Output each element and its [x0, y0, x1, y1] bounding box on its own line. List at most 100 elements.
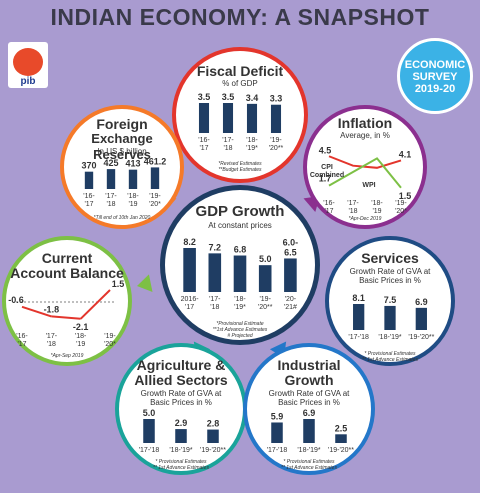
- services-note-1: * Provisional Estimates: [364, 351, 416, 357]
- inflation-panel: Inflation Average, in % 4.5 4.1 1.7 1.5 CPI C…: [303, 105, 427, 229]
- agriculture-chart: 5.0 '17-'18 2.9 '18-'19* 2.8 '19-'20**: [139, 408, 227, 454]
- forex-tick-0-line-0: '16-: [83, 193, 95, 200]
- current-segment-1: [51, 315, 81, 320]
- inflation-s0-value-0: 4.5: [319, 145, 332, 155]
- fiscal-value-1: 3.5: [222, 92, 235, 102]
- agriculture-bar-0: [143, 419, 155, 443]
- inflation-tick-0-line-1: '17: [324, 208, 333, 215]
- industrial-tick-1: '18-'19*: [297, 447, 321, 454]
- services-subtitle-2: Basic Prices in %: [359, 276, 421, 285]
- pib-logo: pib: [8, 42, 48, 88]
- gdp-subtitle: At constant prices: [208, 221, 272, 230]
- gdp-tick-0-line-0: 2016-: [181, 296, 200, 303]
- inflation-line-1: [328, 157, 402, 189]
- fiscal-bar-3: [270, 104, 282, 133]
- services-bar-0: [353, 304, 365, 330]
- agriculture-bar-2: [207, 429, 219, 443]
- agriculture-note-1: * Provisional Estimates: [155, 459, 207, 465]
- fiscal-tick-1-line-1: '18: [223, 145, 232, 152]
- current-segment-0: [21, 305, 52, 318]
- current-tick-1-line-0: '17-: [46, 333, 58, 340]
- inflation-s1-value-3: 1.5: [399, 191, 412, 201]
- services-bar-1: [384, 305, 396, 330]
- gdp-tick-0-line-1: '17: [185, 304, 194, 311]
- gdp-value-4-line-0: 6.0-: [283, 237, 299, 247]
- industrial-bar-1: [303, 419, 315, 443]
- current-value-2: -2.1: [73, 322, 89, 332]
- industrial-growth-panel: Industrial Growth Growth Rate of GVA at …: [243, 343, 375, 475]
- services-value-0: 8.1: [352, 293, 365, 303]
- page-title: INDIAN ECONOMY: A SNAPSHOT: [50, 4, 430, 30]
- forex-bar-3: [150, 167, 160, 189]
- inflation-legend-wpi: WPI: [362, 182, 375, 189]
- services-value-2: 6.9: [415, 297, 428, 307]
- gdp-bar-0: [183, 248, 196, 292]
- fiscal-bar-1: [222, 103, 234, 133]
- forex-tick-2-line-1: '19: [128, 201, 137, 208]
- services-chart: 8.1 '17-'18 7.5 '18-'19* 6.9 '19-'20**: [348, 293, 434, 341]
- forex-value-1: 425: [103, 158, 118, 168]
- arrow-icon-3: [137, 274, 153, 293]
- inflation-tick-2-line-0: '18-: [371, 200, 383, 207]
- gdp-value-2: 6.8: [234, 245, 247, 255]
- services-note-2: ** 1st Advance Estimates: [362, 357, 418, 363]
- inflation-tick-3-line-1: '20*: [395, 208, 407, 215]
- forex-value-3: 461.2: [144, 156, 167, 166]
- gdp-tick-3-line-1: '20**: [258, 304, 273, 311]
- services-panel: Services Growth Rate of GVA at Basic Pri…: [325, 236, 455, 366]
- fiscal-subtitle: % of GDP: [222, 79, 258, 88]
- gdp-note-3: # Projected: [227, 333, 253, 339]
- industrial-note-1: * Provisional Estimates: [283, 459, 335, 465]
- survey-line-2: SURVEY: [412, 71, 458, 83]
- gdp-bar-4: [284, 258, 297, 292]
- services-tick-2: '19-'20**: [408, 334, 434, 341]
- inflation-subtitle: Average, in %: [340, 131, 390, 140]
- inflation-s1-value-0: 1.7: [319, 174, 332, 184]
- current-tick-1-line-1: '18: [47, 341, 56, 348]
- gdp-tick-2-line-1: '19*: [234, 304, 246, 311]
- forex-chart: 370 '16-'17 425 '17-'18 413 '18-'19 461.2 '19-'…: [81, 156, 167, 208]
- gdp-bar-3: [258, 265, 272, 292]
- forex-value-2: 413: [125, 159, 140, 169]
- industrial-note-2: ** 1st Advance Estimates: [281, 465, 337, 471]
- gdp-tick-3-line-0: '19-: [259, 296, 271, 303]
- survey-line-3: 2019-20: [414, 83, 456, 95]
- fiscal-tick-0-line-0: '16-: [198, 137, 210, 144]
- industrial-bar-2: [335, 434, 347, 443]
- fiscal-value-2: 3.4: [246, 93, 259, 103]
- inflation-legend-cpi-line-1: Combined: [310, 172, 344, 179]
- inflation-s0-value-3: 4.1: [399, 149, 412, 159]
- pib-emblem-icon: [13, 48, 43, 76]
- fiscal-value-0: 3.5: [198, 92, 211, 102]
- fiscal-chart: 3.5 '16-'17 3.5 '17-'18 3.4 '18-'19* 3.3 '19-'2…: [198, 92, 284, 152]
- inflation-line-0: [328, 155, 402, 169]
- industrial-subtitle-2: Basic Prices in %: [278, 398, 340, 407]
- agriculture-subtitle-2: Basic Prices in %: [150, 398, 212, 407]
- inflation-title: Inflation: [337, 115, 393, 131]
- forex-bar-0: [84, 171, 94, 189]
- fiscal-note-2: **Budget Estimates: [218, 167, 262, 173]
- forex-note-1: *Till end of 10th Jan 2020: [93, 215, 151, 221]
- fiscal-tick-0-line-1: '17: [199, 145, 208, 152]
- industrial-value-2: 2.5: [335, 423, 348, 433]
- services-subtitle-1: Growth Rate of GVA at: [349, 267, 431, 276]
- industrial-value-1: 6.9: [303, 408, 316, 418]
- gdp-bar-1: [208, 253, 222, 292]
- forex-tick-1-line-0: '17-: [105, 193, 117, 200]
- agriculture-title-2: Allied Sectors: [134, 372, 228, 388]
- inflation-note-1: *Apr-Dec 2019: [348, 216, 382, 222]
- survey-line-1: ECONOMIC: [404, 59, 466, 71]
- industrial-bar-0: [271, 422, 283, 443]
- agriculture-note-2: ** 1st Advance Estimates: [153, 465, 209, 471]
- current-tick-2-line-1: '19: [76, 341, 85, 348]
- inflation-tick-2-line-1: '19: [372, 208, 381, 215]
- industrial-chart: 5.9 '17-'18 6.9 '18-'19* 2.5 '19-'20**: [267, 408, 355, 454]
- services-tick-1: '18-'19*: [378, 334, 402, 341]
- forex-tick-3-line-1: '20*: [149, 201, 161, 208]
- agriculture-title-1: Agriculture &: [136, 357, 226, 373]
- inflation-tick-1-line-0: '17-: [347, 200, 359, 207]
- services-bar-2: [415, 307, 427, 330]
- fiscal-tick-3-line-0: '19-: [270, 137, 282, 144]
- gdp-chart: 8.22016-'177.2'17-'186.8'18-'19*5.0'19-'…: [181, 237, 299, 311]
- inflation-tick-0-line-0: '16-: [323, 200, 335, 207]
